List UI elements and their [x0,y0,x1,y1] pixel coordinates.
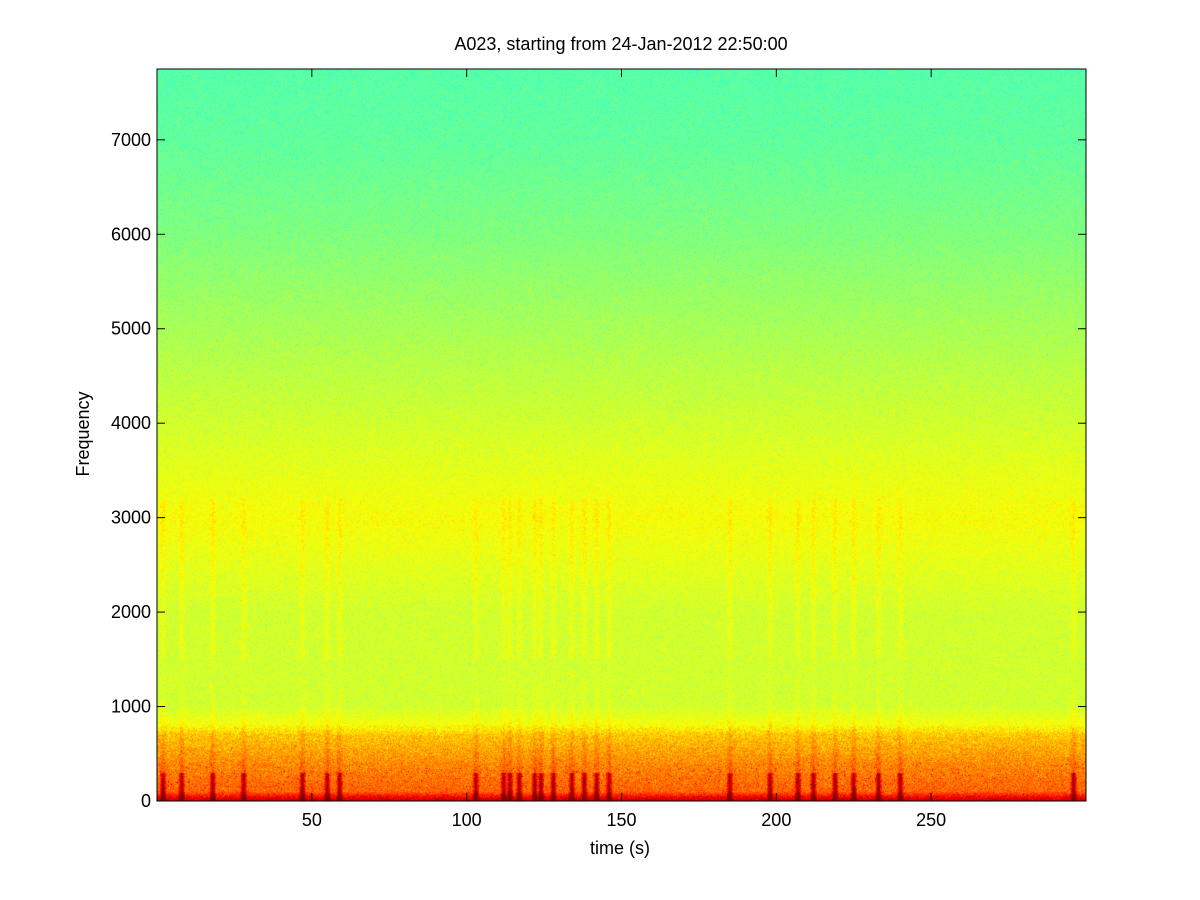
y-tick-label: 7000 [111,130,151,150]
x-tick-label: 200 [761,810,791,830]
y-tick-label: 4000 [111,413,151,433]
x-axis-label: time (s) [590,838,650,858]
x-tick-label: 100 [452,810,482,830]
y-tick-label: 2000 [111,602,151,622]
y-axis-ticks: 0 1000 2000 3000 4000 5000 6000 7000 [111,130,1086,811]
y-tick-label: 5000 [111,319,151,339]
plot-area [157,69,1086,801]
x-tick-label: 250 [916,810,946,830]
y-tick-label: 1000 [111,697,151,717]
chart-title: A023, starting from 24-Jan-2012 22:50:00 [454,34,787,54]
x-tick-label: 150 [606,810,636,830]
y-tick-label: 0 [141,791,151,811]
x-tick-label: 50 [302,810,322,830]
x-axis-ticks: 50 100 150 200 250 [302,69,946,830]
y-tick-label: 3000 [111,508,151,528]
y-tick-label: 6000 [111,224,151,244]
spectrogram-image [157,69,1086,801]
y-axis-label: Frequency [73,391,93,476]
